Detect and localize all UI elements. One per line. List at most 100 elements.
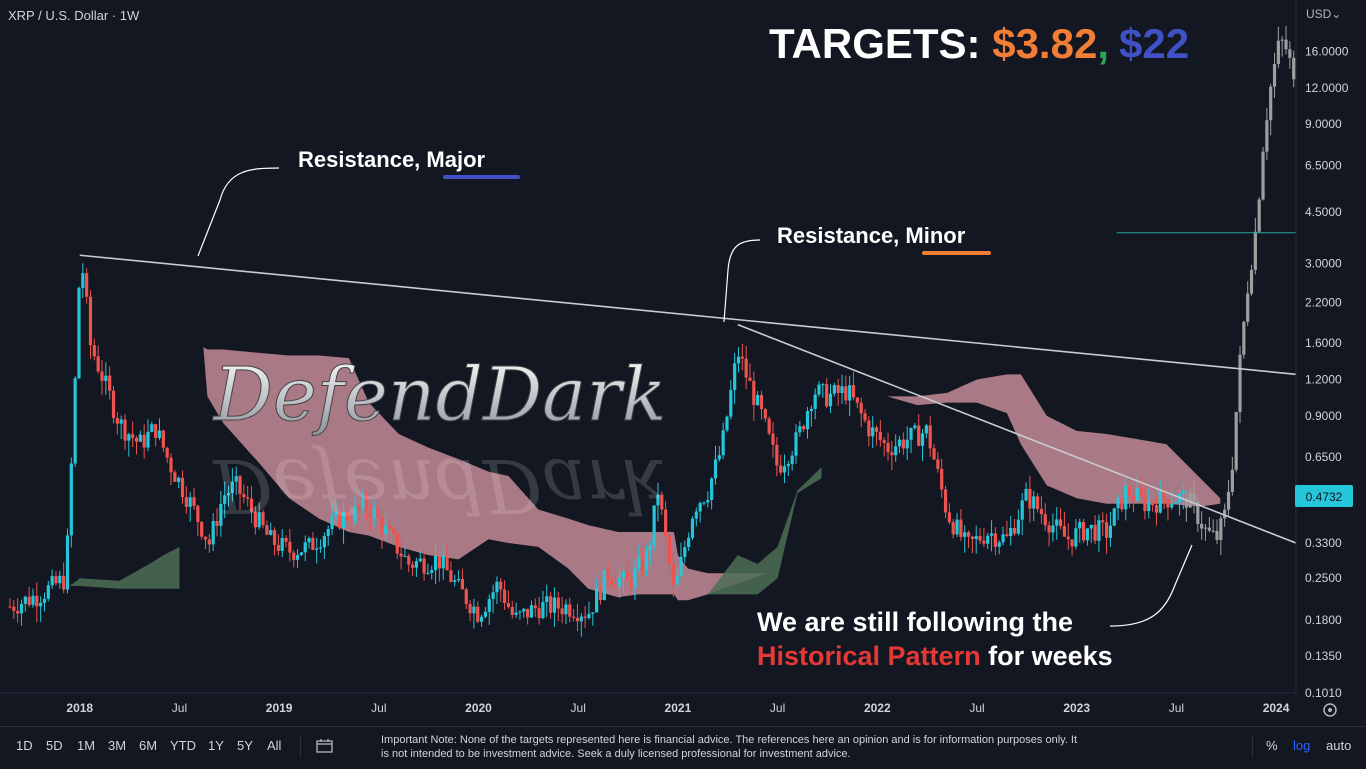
price-tick: 0.1010 [1305,686,1342,700]
candle-body [1269,86,1273,121]
candle-body [782,466,787,473]
time-tick: 2021 [665,701,692,715]
candle-body [1001,534,1005,543]
price-chart[interactable]: DefendDark DefendDark 16.0000 12.0000 9.00… [0,0,1366,726]
candle-body [759,394,764,410]
resistance-major-label: Resistance, Major [298,147,486,172]
candle-body [215,521,219,526]
candle-body [46,585,50,599]
candle-body [502,589,507,604]
date-range-icon[interactable] [316,738,334,754]
candle-body [111,390,116,418]
resistance-major-line[interactable] [79,254,1297,376]
time-tick: 2019 [266,701,293,715]
candle-body [1257,199,1261,232]
toolbar-divider-right [1252,735,1253,757]
candle-body [928,425,932,449]
candle-body [637,557,641,568]
candle-body [1078,522,1082,529]
candle-body [92,345,96,357]
settings-icon[interactable] [1323,703,1337,717]
candle-body [537,608,541,618]
candle-body [19,603,24,614]
time-tick: Jul [371,701,386,715]
candle-body [104,375,108,381]
price-axis[interactable]: 16.0000 12.0000 9.0000 6.5000 4.5000 3.0000 2.… [1305,44,1349,700]
candle-body [575,617,580,622]
symbol-title[interactable]: XRP / U.S. Dollar · 1W [8,8,140,23]
candle-body [821,384,825,386]
price-tick: 0.3300 [1305,536,1342,550]
tf-6m[interactable]: 6M [139,738,158,753]
candle-body [39,602,43,607]
candle-body [717,455,721,460]
current-price-value: 0.4732 [1306,490,1343,504]
candle-body [108,375,112,391]
candle-body [1203,527,1208,529]
candle-body [430,570,434,573]
candle-body [993,533,997,547]
candle-body [568,604,572,617]
tf-5d[interactable]: 5D [46,738,63,753]
candle-body [644,550,649,571]
candle-body [1139,488,1143,495]
candle-body [8,606,12,608]
candle-body [752,380,756,406]
candle-body [376,508,380,518]
candle-body [763,409,767,419]
candle-body [775,444,779,466]
candle-body [100,371,104,381]
candle-body [1112,508,1116,526]
candle-body [180,477,185,498]
candle-body [560,608,564,615]
candle-body [652,505,656,547]
currency-selector[interactable]: USD⌄ [1306,7,1341,21]
tf-ytd[interactable]: YTD [170,738,196,753]
price-tick: 16.0000 [1305,44,1349,58]
candle-body [840,386,844,394]
candle-body [591,612,595,614]
tf-5y[interactable]: 5Y [237,738,253,753]
candle-body [587,613,591,619]
candle-body [748,377,752,381]
candle-body [1242,321,1246,355]
percent-scale-toggle[interactable]: % [1266,738,1278,753]
candle-body [372,508,376,518]
candle-body [1032,496,1036,509]
candle-body [710,478,714,500]
targets-comma: , [1097,20,1109,67]
tf-3m[interactable]: 3M [108,738,127,753]
candle-body [361,498,365,509]
candle-body [234,476,238,482]
candle-body [1280,39,1284,41]
candle-body [901,439,905,449]
candle-body [1288,49,1292,58]
candle-body [345,511,349,521]
candle-body [299,552,303,556]
candle-body [1166,499,1170,508]
candle-body [226,493,231,496]
toolbar-divider [300,735,301,757]
candle-body [694,511,698,519]
candle-body [368,511,372,518]
tf-1m[interactable]: 1M [77,738,96,753]
resistance-minor-line[interactable] [737,323,1297,544]
candle-body [882,440,886,443]
disclaimer-note: Important Note: None of the targets repr… [381,734,1078,760]
candle-body [648,546,652,551]
auto-scale-toggle[interactable]: auto [1326,738,1352,753]
time-axis[interactable]: 2018 Jul 2019 Jul 2020 Jul 2021 Jul 2022 Jul 2023 J… [66,701,1289,715]
candle-body [261,512,265,526]
candle-body [970,536,974,539]
log-scale-toggle[interactable]: log [1293,738,1311,753]
candle-body [1009,527,1013,537]
candle-body [479,616,484,622]
watermark-text: DefendDark [212,352,667,438]
tf-all[interactable]: All [267,738,282,753]
candle-body [1207,527,1211,531]
candle-body [809,408,813,412]
tf-1d[interactable]: 1D [16,738,33,753]
candle-body [284,537,288,542]
tf-1y[interactable]: 1Y [208,738,224,753]
candle-body [1097,520,1101,541]
